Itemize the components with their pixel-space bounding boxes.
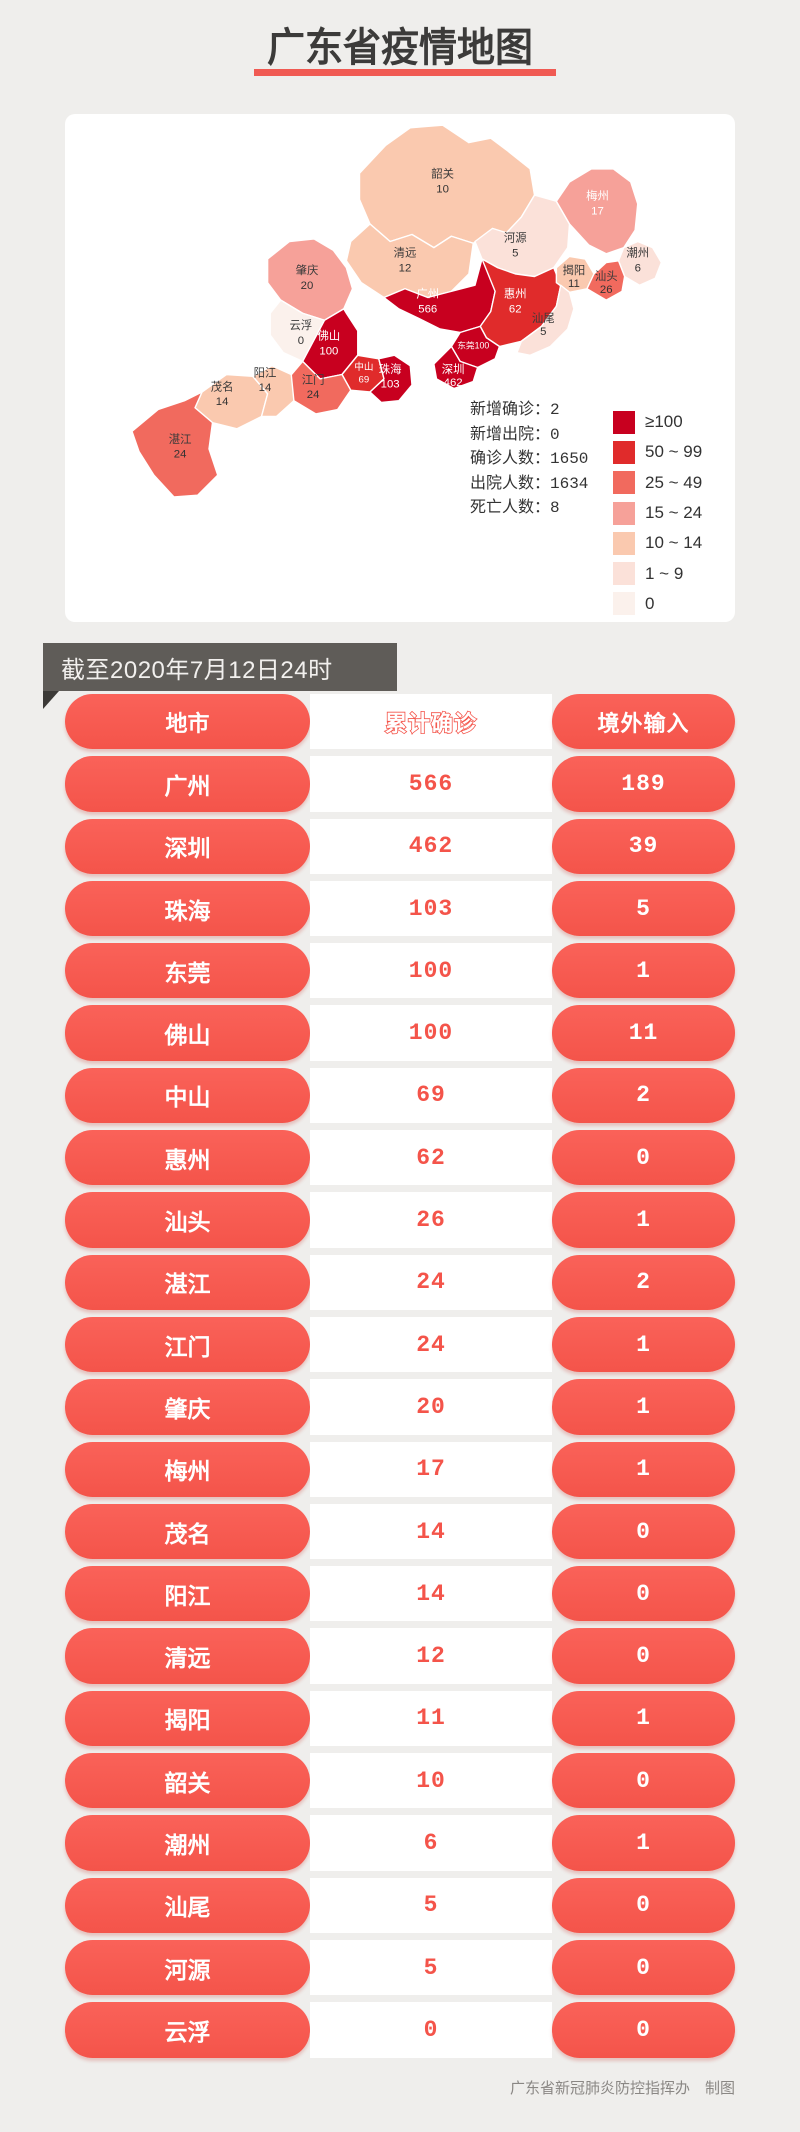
svg-text:62: 62 (509, 303, 522, 315)
svg-text:梅州: 梅州 (586, 189, 609, 203)
svg-text:河源: 河源 (504, 231, 527, 245)
svg-text:惠州: 惠州 (504, 287, 527, 301)
svg-text:深圳: 深圳 (442, 362, 465, 376)
svg-text:5: 5 (540, 326, 546, 338)
svg-text:佛山: 佛山 (318, 330, 341, 343)
svg-text:462: 462 (444, 377, 463, 389)
svg-text:566: 566 (418, 303, 437, 315)
svg-text:江门: 江门 (302, 372, 325, 386)
svg-text:潮州: 潮州 (626, 245, 649, 259)
svg-text:珠海: 珠海 (379, 362, 402, 376)
svg-text:汕头: 汕头 (595, 270, 618, 283)
svg-text:10: 10 (436, 184, 449, 196)
svg-text:广州: 广州 (416, 288, 439, 301)
svg-text:14: 14 (216, 396, 229, 408)
svg-text:6: 6 (635, 262, 641, 274)
svg-text:103: 103 (381, 379, 400, 391)
svg-text:20: 20 (301, 280, 314, 292)
svg-text:东莞100: 东莞100 (457, 339, 489, 350)
svg-text:韶关: 韶关 (431, 167, 454, 181)
svg-text:中山: 中山 (354, 361, 373, 373)
svg-text:阳江: 阳江 (254, 366, 277, 379)
svg-text:汕尾: 汕尾 (532, 312, 555, 325)
svg-text:茂名: 茂名 (211, 379, 234, 393)
svg-text:69: 69 (359, 374, 370, 385)
svg-text:5: 5 (512, 247, 518, 259)
svg-text:0: 0 (298, 335, 304, 347)
svg-text:云浮: 云浮 (290, 319, 313, 332)
svg-text:26: 26 (600, 284, 613, 296)
svg-text:清远: 清远 (394, 246, 417, 259)
svg-text:11: 11 (568, 278, 580, 290)
svg-text:12: 12 (399, 262, 412, 274)
svg-text:24: 24 (307, 389, 320, 401)
svg-text:揭阳: 揭阳 (563, 263, 586, 277)
svg-text:100: 100 (319, 345, 338, 357)
svg-text:肇庆: 肇庆 (296, 263, 319, 277)
svg-text:14: 14 (259, 382, 272, 394)
svg-text:24: 24 (174, 449, 187, 461)
svg-text:17: 17 (591, 205, 604, 217)
svg-text:湛江: 湛江 (169, 433, 192, 446)
